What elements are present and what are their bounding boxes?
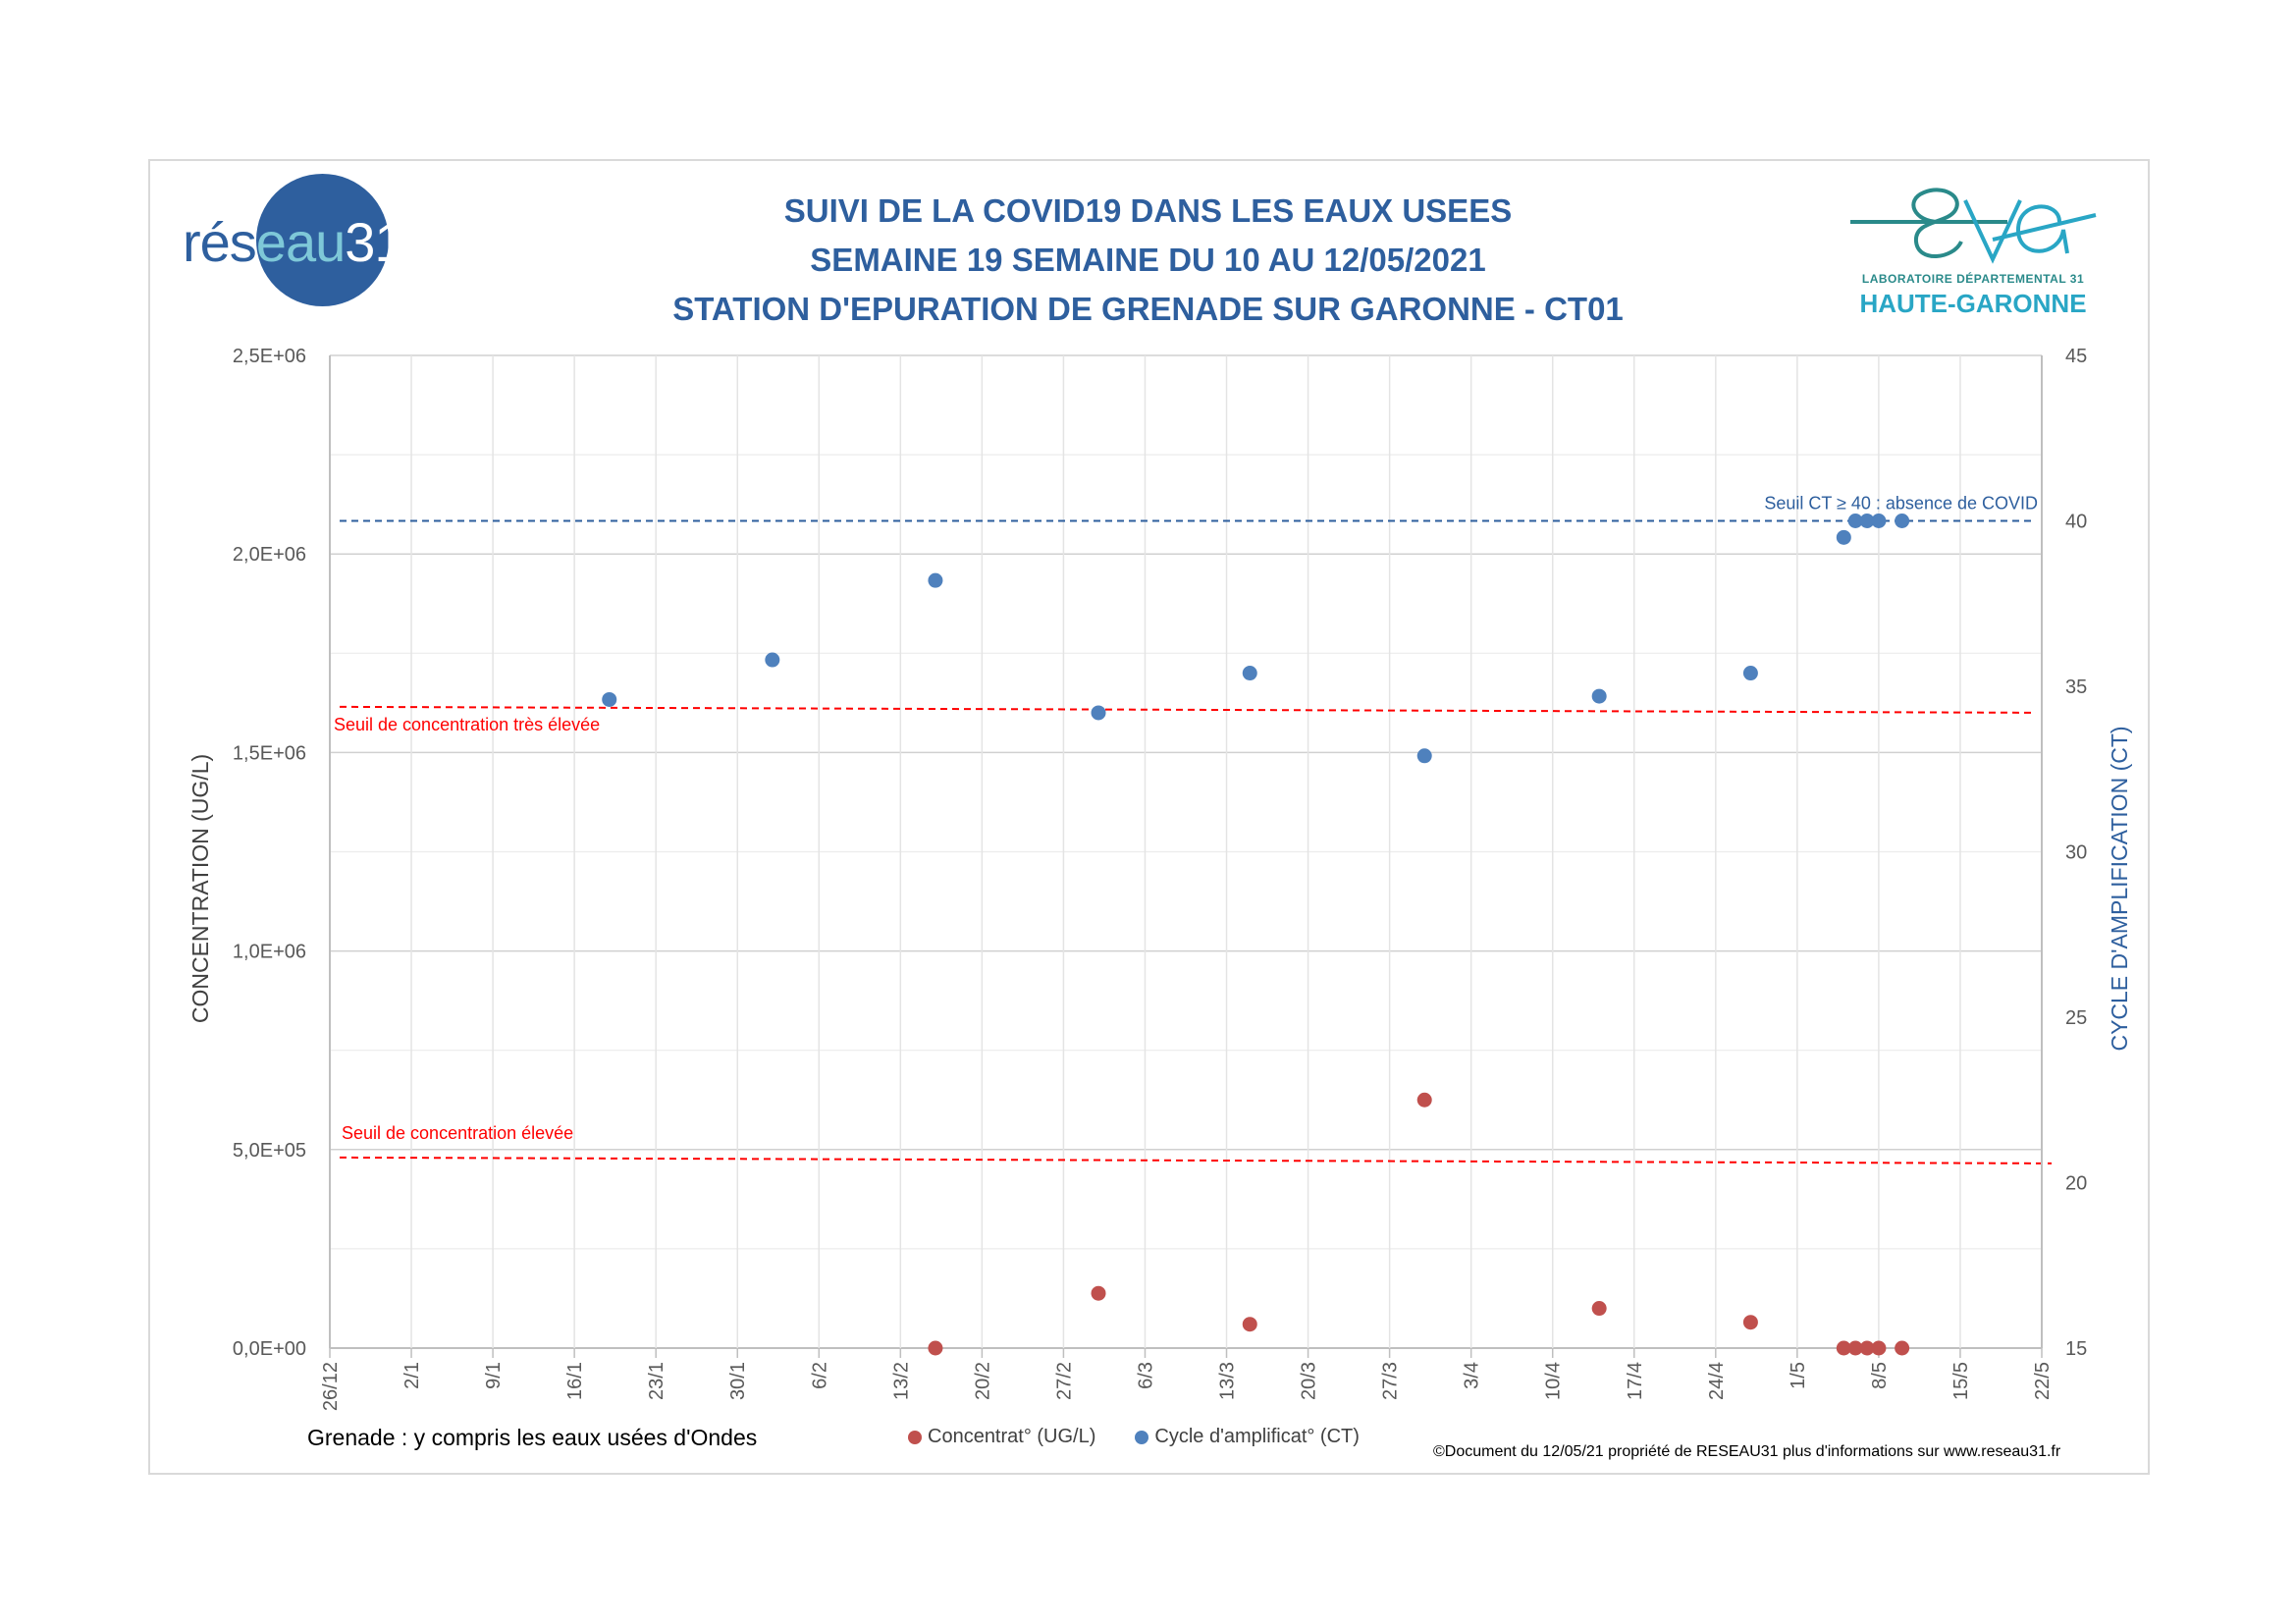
eva-region: HAUTE-GARONNE — [1859, 289, 2087, 318]
threshold-line — [339, 705, 2037, 714]
ct-point — [1742, 666, 1758, 681]
x-tick-label: 6/2 — [809, 1362, 830, 1389]
y-axis-left-title: CONCENTRATION (UG/L) — [187, 754, 213, 1023]
legend-item-concentration: Concentrat° (UG/L) — [908, 1426, 1095, 1448]
concentration-point — [928, 1340, 943, 1356]
legend-marker-ct — [1135, 1430, 1149, 1444]
y-left-tick-label: 1,0E+06 — [233, 942, 306, 963]
ct-point — [602, 691, 617, 707]
ct-point — [1416, 748, 1432, 764]
x-tick-label: 3/4 — [1462, 1362, 1483, 1389]
reseau31-wordmark-part3: 31 — [345, 211, 404, 273]
ct-point — [1895, 514, 1910, 528]
x-tick-label: 2/1 — [401, 1362, 423, 1389]
copyright-notice: ©Document du 12/05/21 propriété de RESEA… — [1433, 1443, 2061, 1460]
y-left-tick-label: 2,5E+06 — [233, 346, 306, 367]
x-tick-label: 15/5 — [1950, 1362, 1972, 1400]
footer-note: Grenade : y compris les eaux usées d'Ond… — [307, 1425, 758, 1450]
threshold-label: Seuil de concentration très élevée — [334, 715, 600, 734]
x-tick-label: 20/2 — [972, 1362, 993, 1400]
concentration-point — [1859, 1340, 1875, 1356]
reseau31-wordmark-part1: rés — [183, 211, 257, 273]
y-right-tick-label: 35 — [2065, 677, 2087, 698]
chart-title-line3: STATION D'EPURATION DE GRENADE SUR GARON… — [672, 291, 1624, 327]
y-right-tick-label: 45 — [2065, 346, 2087, 367]
x-tick-label: 26/12 — [320, 1362, 342, 1411]
concentration-point — [1847, 1340, 1863, 1356]
reseau31-logo: réseau31 — [183, 174, 405, 306]
chart-frame — [148, 159, 2150, 1475]
y-axis-right-title: CYCLE D'AMPLIFICATION (CT) — [2107, 726, 2132, 1051]
y-left-tick-label: 1,5E+06 — [233, 742, 306, 764]
chart-legend: Concentrat° (UG/L) Cycle d'amplificat° (… — [908, 1426, 1360, 1448]
x-tick-label: 17/4 — [1625, 1362, 1646, 1400]
x-tick-label: 6/3 — [1135, 1362, 1156, 1389]
concentration-point — [1091, 1285, 1106, 1301]
ct-point — [1871, 514, 1887, 528]
concentration-point — [1895, 1340, 1910, 1356]
reseau31-wordmark-part2: eau — [255, 211, 346, 273]
point-layer — [602, 514, 1910, 1356]
x-tick-label: 20/3 — [1299, 1362, 1320, 1400]
threshold-line — [339, 1156, 2053, 1164]
eva-lab-line: LABORATOIRE DÉPARTEMENTAL 31 — [1861, 272, 2085, 286]
x-tick-label: 13/3 — [1217, 1362, 1239, 1400]
y-left-tick-label: 5,0E+05 — [233, 1140, 306, 1162]
concentration-point — [1742, 1315, 1758, 1330]
y-right-tick-label: 25 — [2065, 1007, 2087, 1029]
ct-point — [1836, 529, 1851, 545]
threshold-label: Seuil de concentration élevée — [342, 1123, 573, 1143]
x-tick-label: 16/1 — [564, 1362, 586, 1400]
legend-label-ct: Cycle d'amplificat° (CT) — [1154, 1426, 1360, 1447]
y-right-tick-label: 40 — [2065, 512, 2087, 533]
x-tick-label: 10/4 — [1543, 1362, 1565, 1400]
chart-title-line1: SUIVI DE LA COVID19 DANS LES EAUX USEES — [783, 192, 1513, 229]
concentration-point — [1836, 1340, 1851, 1356]
concentration-point — [1242, 1317, 1257, 1332]
y-left-tick-label: 2,0E+06 — [233, 544, 306, 566]
y-left-tick-label: 0,0E+00 — [233, 1338, 306, 1360]
x-tick-label: 8/5 — [1869, 1362, 1891, 1389]
concentration-point — [1416, 1092, 1432, 1108]
concentration-point — [1871, 1340, 1887, 1356]
ct-point — [1591, 688, 1607, 704]
y-right-tick-label: 20 — [2065, 1173, 2087, 1195]
ct-point — [928, 572, 943, 588]
x-tick-label: 24/4 — [1706, 1362, 1728, 1400]
concentration-point — [1591, 1301, 1607, 1317]
x-tick-label: 30/1 — [727, 1362, 749, 1400]
ct-point — [1091, 705, 1106, 721]
reseau31-wordmark: réseau31 — [183, 210, 405, 274]
ct-point — [1859, 514, 1875, 528]
reseau31-logo-disc — [256, 174, 389, 306]
x-tick-label: 1/5 — [1788, 1362, 1809, 1389]
axis-layer: 26/12 2/1 9/1 16/1 23/1 30/1 6/2 13/2 20/2 27/2 6/… — [233, 346, 2087, 1411]
x-tick-label: 27/2 — [1053, 1362, 1075, 1400]
chart-title-line2: SEMAINE 19 SEMAINE DU 10 AU 12/05/2021 — [810, 242, 1486, 278]
legend-label-concentration: Concentrat° (UG/L) — [928, 1426, 1096, 1447]
ct-point — [765, 652, 780, 668]
threshold-layer: Seuil CT ≥ 40 : absence de COVID Seuil de… — [334, 494, 2053, 1164]
x-tick-label: 23/1 — [646, 1362, 667, 1400]
ct-point — [1242, 666, 1257, 681]
x-tick-label: 13/2 — [890, 1362, 912, 1400]
eva-logo-mark — [1850, 188, 2097, 264]
x-tick-label: 9/1 — [483, 1362, 505, 1389]
y-right-tick-label: 30 — [2065, 842, 2087, 864]
ct-point — [1847, 514, 1863, 528]
x-tick-label: 22/5 — [2032, 1362, 2054, 1400]
threshold-label: Seuil CT ≥ 40 : absence de COVID — [1764, 494, 2038, 514]
legend-marker-concentration — [908, 1430, 922, 1444]
legend-item-ct: Cycle d'amplificat° (CT) — [1135, 1426, 1360, 1448]
y-right-tick-label: 15 — [2065, 1338, 2087, 1360]
x-tick-label: 27/3 — [1380, 1362, 1402, 1400]
eva-logo: LABORATOIRE DÉPARTEMENTAL 31 HAUTE-GARON… — [1845, 181, 2101, 323]
